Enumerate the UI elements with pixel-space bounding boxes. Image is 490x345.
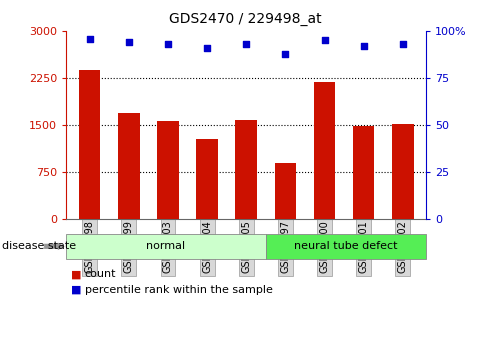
Text: GDS2470 / 229498_at: GDS2470 / 229498_at [169,12,321,26]
Point [360,43,368,49]
Point [281,51,289,56]
Bar [236,120,257,219]
Bar [79,70,100,219]
Text: neural tube defect: neural tube defect [294,241,398,251]
Text: ■: ■ [71,269,81,279]
Bar [118,112,140,219]
Point [399,41,407,47]
Bar [157,121,179,219]
Text: ■: ■ [71,285,81,295]
Point [125,40,133,45]
Point [203,45,211,51]
Point [164,41,172,47]
Bar [274,163,296,219]
Bar [392,124,414,219]
Bar [314,82,335,219]
Text: normal: normal [147,241,186,251]
Point [320,38,328,43]
Bar [196,139,218,219]
Text: disease state: disease state [2,241,76,251]
Text: count: count [85,269,116,279]
Text: percentile rank within the sample: percentile rank within the sample [85,285,272,295]
Point [243,41,250,47]
Bar [353,126,374,219]
Point [86,36,94,41]
